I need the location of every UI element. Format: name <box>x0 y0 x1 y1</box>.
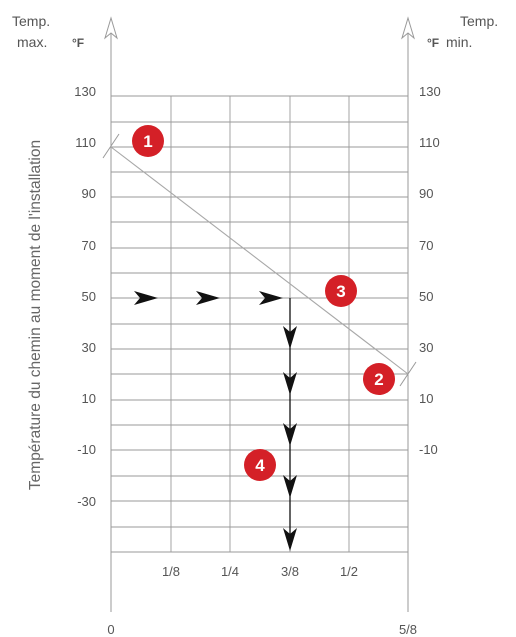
marker-2-label: 2 <box>374 370 383 389</box>
marker-4-label: 4 <box>255 456 265 475</box>
right-header-line1: Temp. <box>460 13 498 29</box>
right-tick-label: -10 <box>419 442 438 457</box>
marker-1-label: 1 <box>143 132 152 151</box>
x-tick-label: 1/2 <box>340 564 358 579</box>
right-tick-label: 30 <box>419 340 433 355</box>
right-tick-label: 10 <box>419 391 433 406</box>
left-tick-label: 10 <box>82 391 96 406</box>
down-arrow-icon <box>283 326 297 349</box>
right-tick-label: 130 <box>419 84 441 99</box>
left-tick-label: 50 <box>82 289 96 304</box>
x-start-label: 0 <box>107 622 114 637</box>
left-tick-label: 90 <box>82 186 96 201</box>
x-end-label: 5/8 <box>399 622 417 637</box>
right-unit: °F <box>427 36 439 50</box>
marker-3-label: 3 <box>336 282 345 301</box>
right-axis-arrow-icon <box>401 16 415 40</box>
down-arrow-icon <box>283 372 297 395</box>
horizontal-arrows <box>134 291 283 305</box>
right-header-line2: min. <box>446 34 472 50</box>
left-header-line1: Temp. <box>12 13 50 29</box>
x-tick-label: 3/8 <box>281 564 299 579</box>
x-tick-labels: 1/8 1/4 3/8 1/2 0 5/8 <box>107 564 417 637</box>
right-tick-label: 50 <box>419 289 433 304</box>
left-tick-label: 30 <box>82 340 96 355</box>
left-unit: °F <box>72 36 84 50</box>
down-arrow-icon <box>283 475 297 498</box>
right-tick-label: 90 <box>419 186 433 201</box>
down-arrow-icon <box>283 423 297 446</box>
left-axis-arrow-icon <box>104 16 118 40</box>
down-arrow-icon <box>283 528 297 551</box>
right-tick-label: 70 <box>419 238 433 253</box>
left-header-line2: max. <box>17 34 47 50</box>
left-tick-label: 70 <box>82 238 96 253</box>
left-tick-labels: 130 110 90 70 50 30 10 -10 -30 <box>74 84 96 509</box>
left-tick-label: 110 <box>75 135 96 150</box>
marker-4: 4 <box>244 449 276 481</box>
right-tick-labels: 130 110 90 70 50 30 10 -10 <box>419 84 441 457</box>
marker-2: 2 <box>363 363 395 395</box>
temperature-diagonal-line <box>110 146 409 375</box>
x-tick-label: 1/8 <box>162 564 180 579</box>
left-tick-label: 130 <box>74 84 96 99</box>
x-tick-label: 1/4 <box>221 564 239 579</box>
marker-1: 1 <box>132 125 164 157</box>
down-arrows <box>283 326 297 551</box>
left-axis-slash <box>102 133 120 159</box>
right-arrow-icon <box>196 291 220 305</box>
marker-3: 3 <box>325 275 357 307</box>
y-axis-title: Température du chemin au moment de l'ins… <box>27 140 44 490</box>
left-tick-label: -10 <box>77 442 96 457</box>
right-arrow-icon <box>259 291 283 305</box>
right-arrow-icon <box>134 291 158 305</box>
right-tick-label: 110 <box>419 135 440 150</box>
grid <box>111 95 408 553</box>
left-tick-label: -30 <box>77 494 96 509</box>
